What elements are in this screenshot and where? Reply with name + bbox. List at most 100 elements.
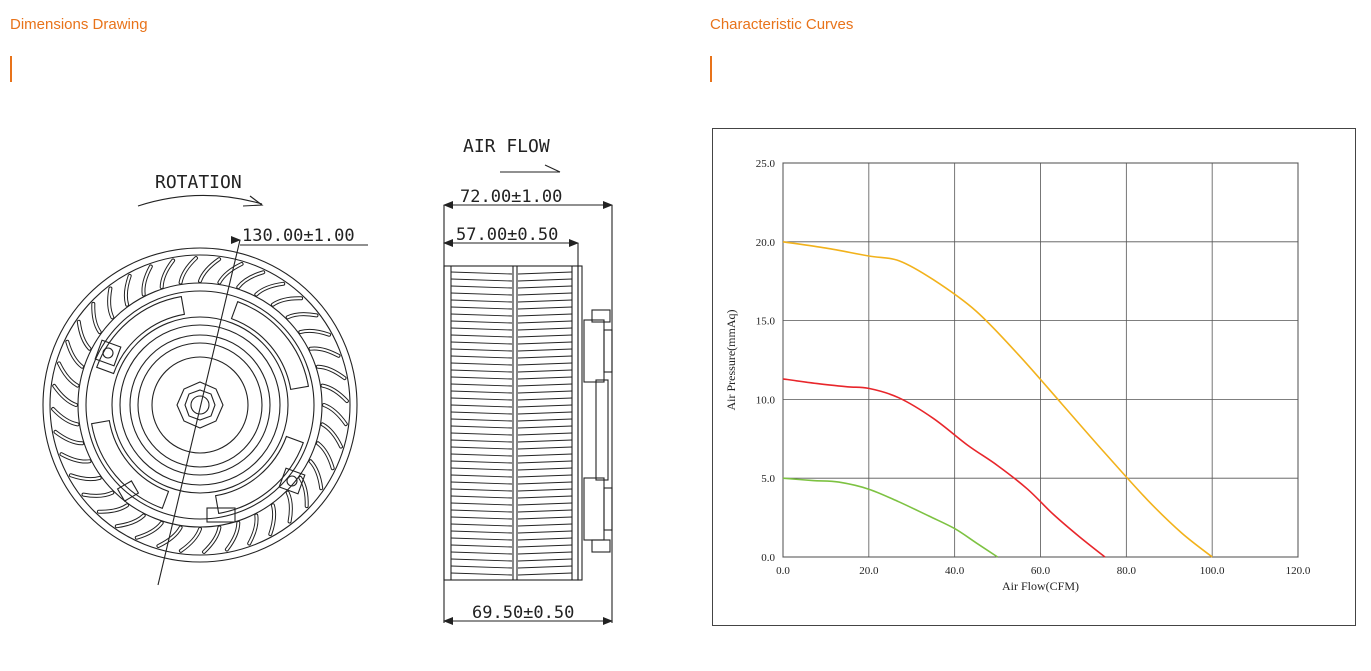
impeller-slat: [517, 411, 573, 415]
fan-blade-highlight: [82, 491, 114, 497]
impeller-slat: [450, 348, 513, 352]
impeller-slat: [517, 565, 573, 569]
impeller-slat: [517, 348, 573, 352]
impeller-slat: [517, 390, 573, 394]
impeller-slat: [517, 376, 573, 380]
impeller-slat: [450, 551, 513, 555]
impeller-slat: [450, 327, 513, 331]
fan-blade-highlight: [255, 282, 285, 296]
impeller-slat: [450, 453, 513, 457]
impeller-slat: [450, 432, 513, 436]
diameter-leader-line: [157, 239, 241, 586]
dimensions-drawing: ROTATION AIR FLOW 130.00±1.00 72.00±1.00…: [42, 136, 613, 625]
y-tick-label: 25.0: [756, 158, 776, 170]
impeller-slat: [517, 537, 573, 541]
fan-blade-highlight: [92, 302, 101, 334]
fan-blade-highlight: [286, 313, 318, 319]
impeller-slat: [517, 369, 573, 373]
total-width-dimension: 72.00±1.00: [460, 187, 562, 207]
wheel-width-dimension: 57.00±0.50: [456, 225, 558, 245]
fan-blade-highlight: [54, 430, 84, 445]
airflow-arrowhead: [544, 164, 561, 173]
series-line: [782, 378, 1106, 558]
impeller-slat: [450, 488, 513, 492]
series-line: [782, 241, 1213, 558]
impeller-slat: [517, 495, 573, 499]
y-tick-label: 5.0: [761, 473, 775, 485]
impeller-slat: [450, 362, 513, 366]
impeller-slat: [517, 299, 573, 303]
fan-blade-highlight: [108, 287, 114, 319]
fan-blade-highlight: [309, 460, 323, 490]
impeller-slat: [517, 502, 573, 506]
fan-blade-highlight: [160, 259, 175, 289]
fan-blade-highlight: [203, 526, 221, 553]
fan-side-view: [443, 205, 613, 623]
fan-blade-highlight: [60, 453, 91, 463]
impeller-slat: [517, 558, 573, 562]
impeller-slat: [517, 327, 573, 331]
impeller-slat: [517, 432, 573, 436]
hub-window: [230, 300, 310, 391]
y-tick-label: 20.0: [756, 237, 776, 249]
rotation-arrow: [137, 194, 263, 207]
impeller-slat: [450, 299, 513, 303]
impeller-slat: [517, 460, 573, 464]
impeller-slat: [517, 446, 573, 450]
fan-front-view: [42, 247, 358, 563]
impeller-slat: [450, 271, 513, 275]
impeller-slat: [517, 439, 573, 443]
impeller-slat: [450, 474, 513, 478]
fan-blade-highlight: [142, 265, 152, 296]
impeller-slat: [517, 271, 573, 275]
rotation-arrowhead: [242, 195, 264, 207]
impeller-slat: [517, 523, 573, 527]
fan-blade-highlight: [286, 491, 292, 523]
impeller-slat: [450, 502, 513, 506]
y-axis-title: Air Pressure(mmAq): [724, 310, 738, 411]
impeller-slat: [450, 341, 513, 345]
impeller-slat: [517, 425, 573, 429]
impeller-slat: [450, 467, 513, 471]
impeller-slat: [517, 292, 573, 296]
impeller-slat: [450, 411, 513, 415]
impeller-slat: [450, 313, 513, 317]
diameter-dimension: 130.00±1.00: [242, 226, 355, 246]
impeller-slat: [450, 572, 513, 576]
y-tick-label: 10.0: [756, 394, 776, 406]
impeller-slat: [450, 390, 513, 394]
fan-blade-highlight: [316, 442, 334, 470]
fan-blade-highlight: [321, 423, 342, 448]
fan-blade-highlight: [179, 257, 197, 284]
impeller-slat: [450, 404, 513, 408]
impeller-slat: [450, 537, 513, 541]
x-tick-label: 80.0: [1117, 565, 1137, 577]
x-tick-label: 100.0: [1200, 565, 1225, 577]
fan-blade-highlight: [66, 340, 84, 368]
fan-blade-highlight: [199, 258, 221, 282]
impeller-slat: [450, 558, 513, 562]
impeller-slat: [517, 397, 573, 401]
characteristic-curves-title: Characteristic Curves: [710, 16, 854, 33]
impeller-slat: [450, 334, 513, 338]
impeller-slat: [517, 418, 573, 422]
fan-blade-highlight: [299, 329, 331, 336]
base-width-dimension: 69.50±0.50: [472, 603, 574, 623]
fan-blade-highlight: [299, 476, 308, 508]
impeller-slat: [450, 544, 513, 548]
impeller-slat: [450, 306, 513, 310]
y-tick-label: 15.0: [756, 316, 776, 328]
impeller-slat: [517, 467, 573, 471]
fan-blade-highlight: [58, 362, 79, 387]
impeller-slat: [450, 446, 513, 450]
fan-blade-highlight: [135, 521, 163, 539]
impeller-slat: [450, 425, 513, 429]
fan-blade-highlight: [218, 263, 243, 284]
impeller-slat: [450, 383, 513, 387]
impeller-slat: [517, 544, 573, 548]
impeller-slat: [450, 439, 513, 443]
x-tick-label: 40.0: [945, 565, 965, 577]
impeller-slat: [450, 320, 513, 324]
fan-blade-highlight: [53, 384, 77, 406]
impeller-slat: [450, 509, 513, 513]
